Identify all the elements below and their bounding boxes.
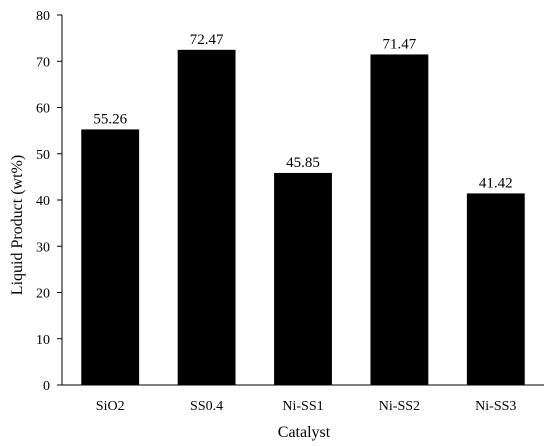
data-label: 55.26: [93, 111, 127, 127]
data-label: 41.42: [479, 175, 513, 191]
x-tick-label: Ni-SS3: [475, 399, 516, 414]
x-axis-ticks: SiO2 SS0.4 Ni-SS1 Ni-SS2 Ni-SS3: [96, 399, 517, 414]
x-axis-title: Catalyst: [278, 424, 331, 441]
data-label: 71.47: [383, 36, 417, 52]
data-label: 72.47: [190, 32, 224, 48]
bar: [466, 193, 525, 385]
data-label: 45.85: [286, 155, 320, 171]
bar: [177, 49, 236, 386]
y-tick-label: 30: [36, 240, 50, 255]
y-tick-label: 10: [36, 333, 50, 348]
x-tick-label: SS0.4: [190, 399, 223, 414]
bar: [370, 54, 429, 386]
data-labels: 55.26 72.47 45.85 71.47 41.42: [93, 32, 512, 192]
y-axis-title: Liquid Product (wt%): [9, 155, 26, 295]
bar: [274, 172, 332, 385]
y-tick-label: 60: [36, 102, 50, 117]
bars: [81, 49, 525, 386]
x-tick-label: SiO2: [96, 399, 125, 414]
y-tick-label: 70: [36, 55, 50, 70]
y-tick-label: 80: [36, 9, 50, 24]
x-tick-label: Ni-SS2: [379, 399, 420, 414]
bar: [81, 129, 140, 385]
y-tick-label: 40: [36, 194, 50, 209]
y-tick-label: 0: [43, 379, 50, 394]
x-tick-label: Ni-SS1: [282, 399, 323, 414]
y-axis-ticks: 0 10 20 30 40 50 60 70 80: [36, 9, 62, 394]
y-tick-label: 50: [36, 148, 50, 163]
y-tick-label: 20: [36, 287, 50, 302]
